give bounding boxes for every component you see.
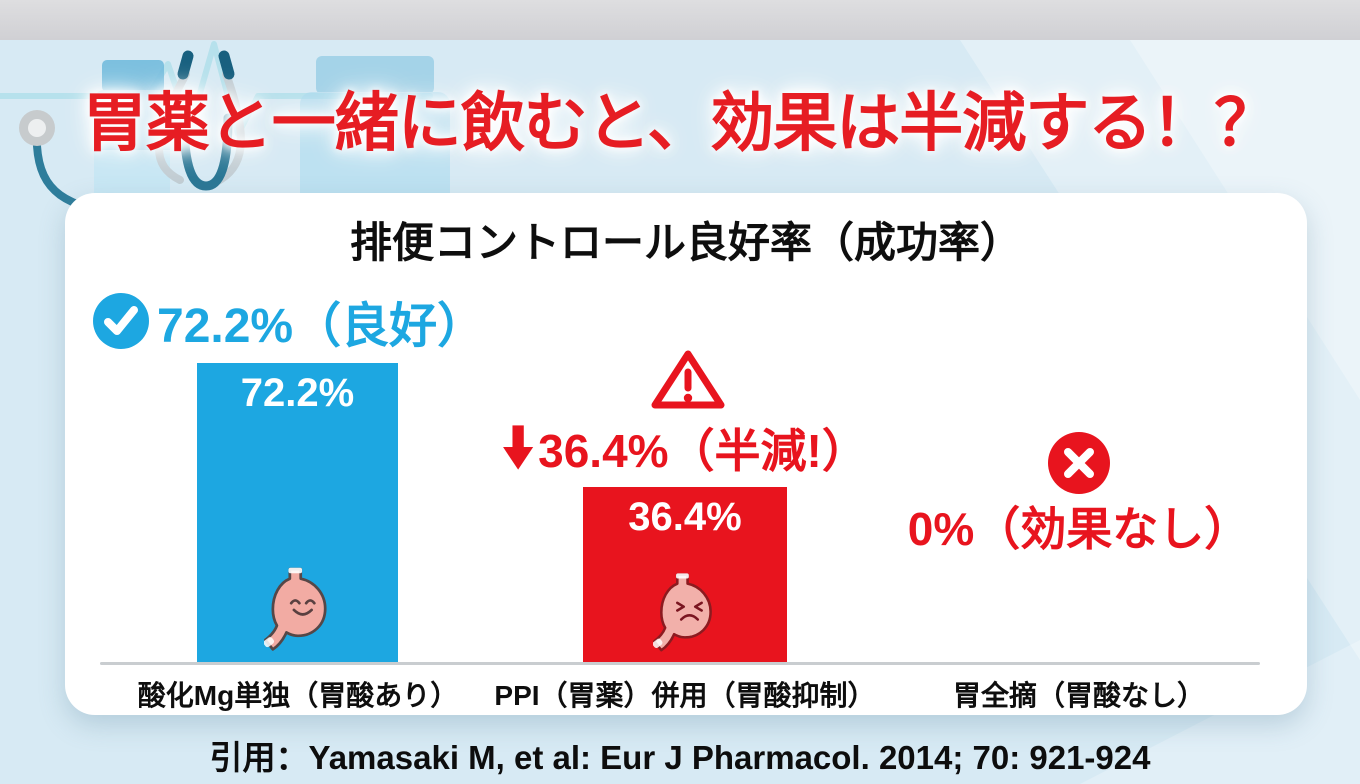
chart-baseline [100,662,1260,665]
category-label-gastrectomy: 胃全摘（胃酸なし） [952,680,1206,711]
sad-stomach-icon [653,573,712,652]
warning-triangle-icon [651,350,725,409]
bar-ppi-combined: 36.4% [583,487,787,663]
page-title: 胃薬と一緒に飲むと、効果は半減する！？ [82,87,1278,159]
bar-value-label: 72.2% [240,371,355,415]
x-circle-icon [1048,432,1110,494]
zero-annotation-label: 0%（効果なし） [907,503,1251,555]
good-annotation-label: 72.2%（良好） [157,300,486,353]
top-gray-bar [0,0,1360,40]
citation: 引用：Yamasaki M, et al: Eur J Pharmacol. 2… [209,739,1151,776]
bar-mg-alone: 72.2% [197,363,398,663]
happy-stomach-icon [263,567,327,651]
good-annotation: 72.2%（良好） [93,286,485,356]
chart-title: 排便コントロール良好率（成功率） [349,219,1022,266]
down-arrow-icon [503,425,534,470]
category-label-ppi: PPI（胃薬）併用（胃酸抑制） [494,680,876,711]
check-circle-icon [93,293,149,349]
category-label-mg: 酸化Mg単独（胃酸あり） [137,680,459,711]
halved-annotation-label: 36.4%（半減!） [538,425,868,477]
halved-annotation: 36.4%（半減!） [502,415,868,481]
bar-value-label: 36.4% [628,495,742,539]
chart-card: 排便コントロール良好率（成功率） 72.2%（良好） 72.2% 36.4% [65,193,1307,715]
